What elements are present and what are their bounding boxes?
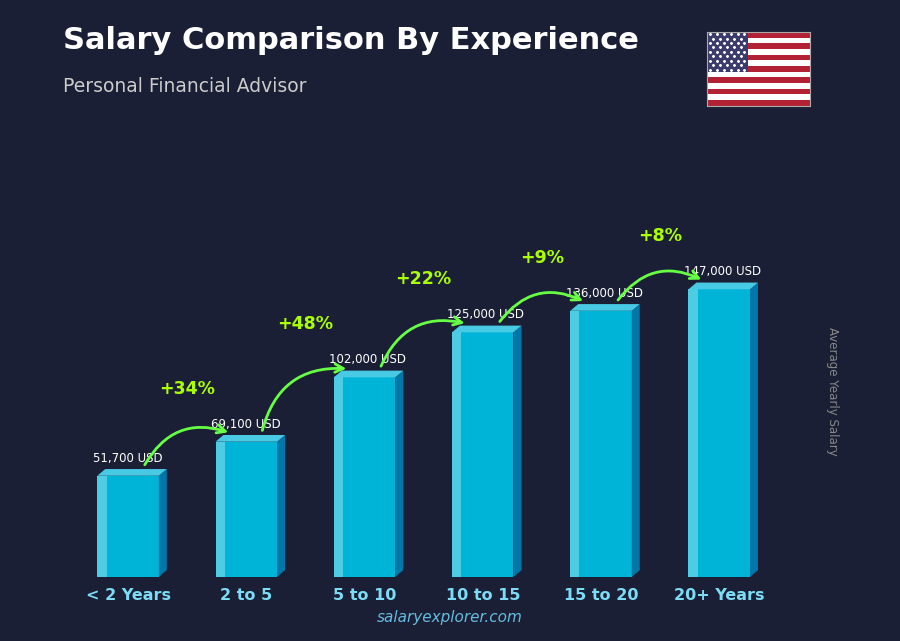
Text: 51,700 USD: 51,700 USD (93, 451, 162, 465)
Bar (706, 49, 810, 54)
Polygon shape (395, 370, 403, 577)
Bar (97, 476, 158, 577)
Polygon shape (452, 326, 521, 332)
Polygon shape (514, 326, 521, 577)
Bar (706, 88, 810, 94)
Text: 147,000 USD: 147,000 USD (684, 265, 760, 278)
Bar (706, 94, 810, 100)
Bar (706, 72, 810, 78)
Text: 102,000 USD: 102,000 USD (329, 353, 406, 366)
Polygon shape (277, 435, 285, 577)
Bar (706, 60, 810, 66)
Bar (97, 476, 106, 577)
Text: 136,000 USD: 136,000 USD (565, 287, 643, 299)
Text: 125,000 USD: 125,000 USD (447, 308, 525, 321)
Bar (706, 54, 810, 60)
Text: +9%: +9% (520, 249, 564, 267)
Polygon shape (571, 304, 640, 311)
Bar (571, 311, 632, 577)
Text: Salary Comparison By Experience: Salary Comparison By Experience (63, 26, 639, 54)
Polygon shape (158, 469, 166, 577)
Text: +8%: +8% (638, 228, 682, 246)
Bar (706, 78, 810, 83)
Text: Personal Financial Advisor: Personal Financial Advisor (63, 77, 307, 96)
Bar (688, 289, 750, 577)
Bar (706, 32, 810, 38)
Bar (706, 38, 810, 44)
Bar (452, 332, 461, 577)
Polygon shape (215, 435, 285, 442)
Text: +34%: +34% (159, 380, 215, 398)
Bar (571, 311, 580, 577)
Bar (215, 442, 225, 577)
Bar (452, 332, 514, 577)
Polygon shape (688, 283, 758, 289)
Bar (334, 378, 395, 577)
Bar (688, 289, 698, 577)
Polygon shape (334, 370, 403, 378)
Bar (706, 83, 810, 88)
Text: salaryexplorer.com: salaryexplorer.com (377, 610, 523, 625)
Polygon shape (750, 283, 758, 577)
Bar (215, 442, 277, 577)
Polygon shape (97, 469, 166, 476)
Polygon shape (632, 304, 640, 577)
Bar (706, 100, 810, 106)
Bar (706, 32, 748, 72)
Text: 69,100 USD: 69,100 USD (211, 417, 281, 431)
Bar (706, 66, 810, 72)
Text: +48%: +48% (277, 315, 333, 333)
Bar (334, 378, 343, 577)
Text: +22%: +22% (396, 271, 452, 288)
Text: Average Yearly Salary: Average Yearly Salary (826, 327, 839, 455)
Bar (706, 44, 810, 49)
